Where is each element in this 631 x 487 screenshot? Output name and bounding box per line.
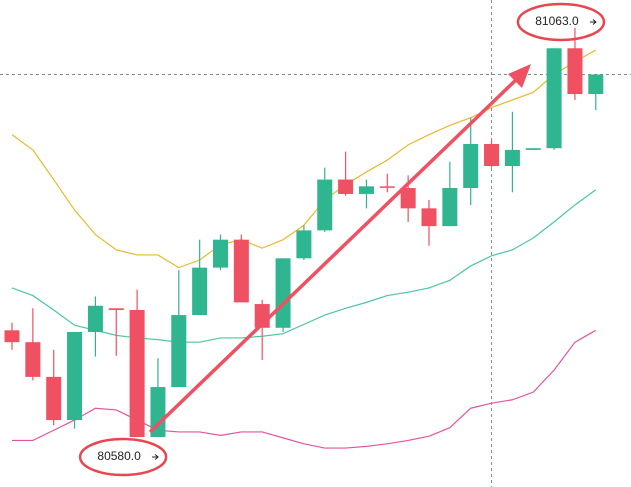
candle-body bbox=[150, 387, 166, 438]
candle-body bbox=[358, 186, 374, 194]
highlight-ellipse bbox=[78, 437, 168, 477]
annotation-arrow bbox=[589, 19, 597, 25]
candle-body bbox=[213, 239, 228, 268]
candle-body bbox=[108, 308, 124, 310]
candle-body bbox=[25, 342, 41, 377]
candle-body bbox=[296, 230, 312, 259]
indicator-line bbox=[11, 189, 597, 343]
highlight-ellipse bbox=[516, 2, 606, 42]
candle-body bbox=[171, 315, 187, 388]
candle-body bbox=[46, 376, 62, 421]
price-annotation: 80580.0 bbox=[97, 449, 141, 463]
candle-body bbox=[421, 208, 437, 227]
candle-body bbox=[379, 186, 395, 188]
trend-arrow-shaft bbox=[148, 74, 522, 434]
candle-body bbox=[317, 179, 333, 231]
candle-body bbox=[129, 309, 145, 438]
candle-body bbox=[484, 143, 500, 167]
candle-body bbox=[4, 330, 20, 343]
candle-body bbox=[546, 48, 562, 149]
price-annotation: 81063.0 bbox=[535, 14, 579, 28]
candle-body bbox=[275, 258, 291, 328]
candle-body bbox=[192, 267, 208, 316]
trend-arrow bbox=[148, 64, 531, 434]
trend-arrow-head bbox=[508, 64, 531, 88]
candle-body bbox=[400, 188, 416, 209]
candle-body bbox=[87, 305, 103, 333]
candle-body bbox=[442, 188, 458, 227]
indicator-line bbox=[11, 49, 597, 269]
candle-body bbox=[588, 74, 604, 95]
candle-body bbox=[67, 332, 83, 421]
indicator-line bbox=[12, 329, 597, 449]
candle-body bbox=[567, 48, 583, 95]
candle-body bbox=[338, 179, 354, 194]
candle-body bbox=[463, 143, 479, 189]
annotation-arrow bbox=[152, 454, 159, 460]
candle-body bbox=[525, 148, 541, 150]
candle-body bbox=[233, 239, 249, 303]
candle-body bbox=[504, 149, 520, 167]
